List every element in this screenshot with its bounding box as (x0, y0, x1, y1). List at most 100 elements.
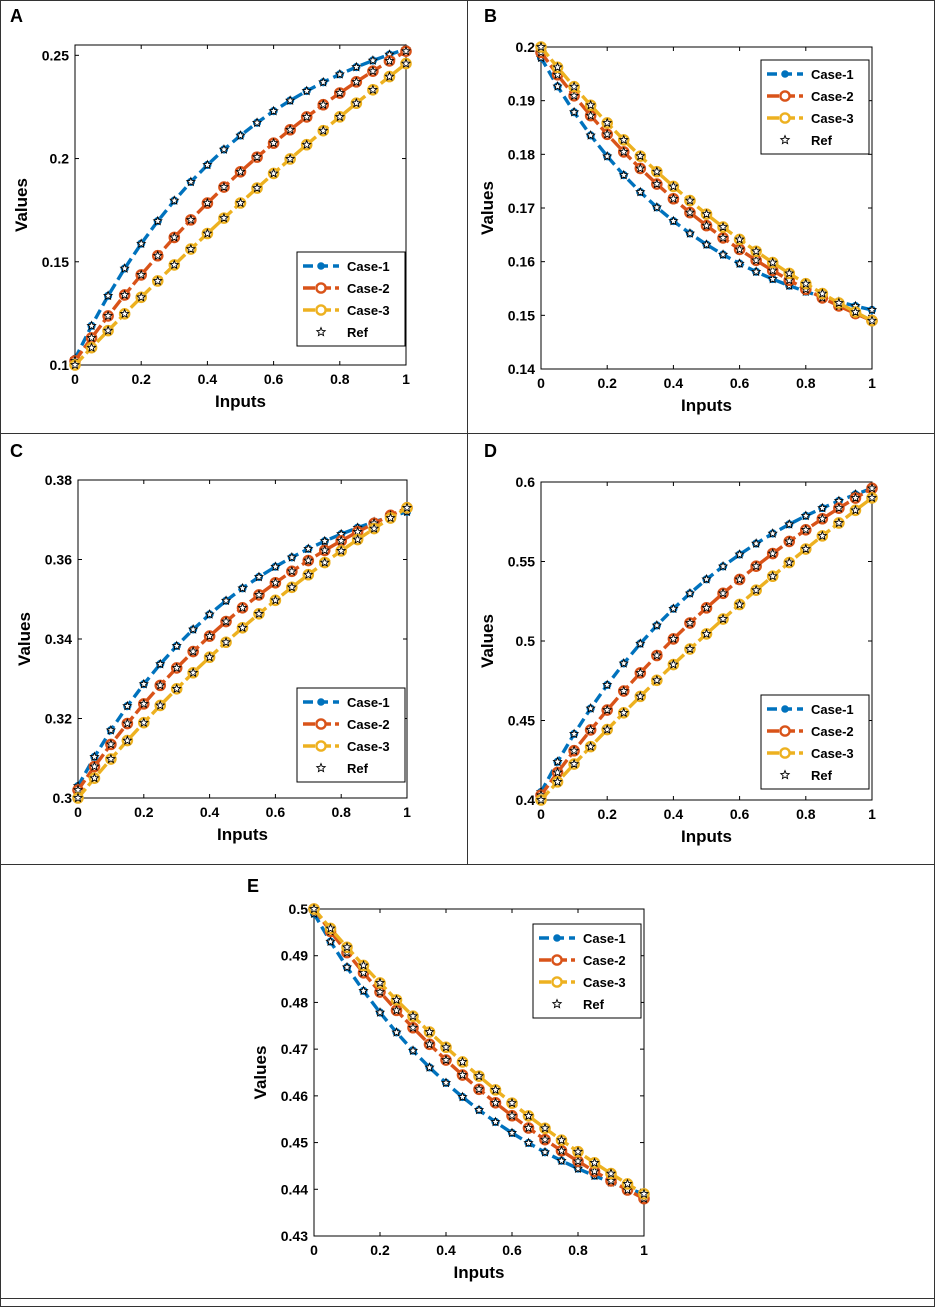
ref-point (751, 560, 762, 571)
ref-point (325, 923, 336, 933)
ref-point (605, 1175, 617, 1186)
ref-point (303, 543, 314, 554)
ref-point (424, 1026, 435, 1037)
ref-point (539, 1122, 551, 1133)
series-case-3 (535, 41, 878, 327)
ref-point (833, 502, 845, 513)
x-tick-label: 0 (310, 1242, 318, 1258)
ref-point (751, 584, 762, 595)
ref-point (784, 518, 795, 529)
legend-label: Case-3 (811, 111, 854, 126)
ref-point (552, 756, 563, 767)
legend-label: Case-1 (347, 259, 390, 274)
series-case-3 (72, 502, 413, 804)
ref-point (767, 570, 778, 581)
y-tick-label: 0.48 (281, 994, 308, 1010)
ref-point (202, 228, 213, 238)
legend-label: Ref (583, 997, 605, 1012)
ref-point (136, 238, 147, 249)
ref-point (734, 599, 745, 609)
ref-point (336, 535, 347, 546)
legend-swatch-marker (317, 698, 325, 706)
x-tick-label: 0.8 (331, 804, 351, 820)
y-tick-label: 0.43 (281, 1228, 308, 1244)
ref-point (602, 724, 613, 734)
x-tick-label: 0 (74, 804, 82, 820)
legend-swatch-marker (779, 134, 791, 145)
ref-point (552, 81, 563, 91)
ref-point (285, 124, 296, 135)
ref-point (589, 1157, 600, 1168)
y-axis-label: Values (478, 181, 497, 235)
y-tick-label: 0.34 (45, 631, 72, 647)
y-tick-label: 0.45 (508, 713, 535, 729)
ref-point (86, 320, 97, 331)
legend-label: Case-3 (811, 746, 854, 761)
legend-swatch-marker (315, 326, 327, 337)
ref-point (490, 1084, 501, 1095)
ref-point (767, 265, 778, 275)
series-case-3 (69, 57, 412, 371)
ref-point (218, 181, 230, 192)
legend-swatch-marker (779, 112, 791, 124)
x-tick-label: 1 (640, 1242, 648, 1258)
ref-point (539, 1134, 551, 1145)
ref-point (155, 700, 166, 710)
x-tick-label: 0.2 (597, 375, 617, 391)
ref-point (717, 249, 729, 259)
ref-point (285, 95, 296, 105)
ref-point (602, 704, 613, 715)
legend-label: Case-2 (811, 89, 854, 104)
panel-label-B: B (484, 6, 497, 26)
y-tick-label: 0.15 (508, 307, 535, 323)
y-axis-label: Values (15, 612, 34, 666)
ref-point (72, 784, 84, 795)
ref-point (539, 1146, 551, 1157)
ref-point (635, 186, 646, 197)
ref-point (358, 967, 369, 978)
ref-point (440, 1077, 452, 1088)
ref-point (351, 76, 362, 87)
ref-point (800, 543, 811, 554)
ref-point (556, 1145, 567, 1156)
y-tick-label: 0.5 (516, 633, 536, 649)
ref-point (136, 269, 147, 280)
legend-label: Case-2 (583, 953, 626, 968)
legend-swatch-marker (315, 762, 327, 773)
x-tick-label: 0.4 (664, 375, 684, 391)
ref-point (767, 257, 778, 267)
x-tick-label: 0.4 (664, 806, 684, 822)
legend-label: Case-2 (347, 281, 390, 296)
x-tick-label: 0.6 (730, 806, 750, 822)
ref-point (751, 245, 762, 256)
ref-point (572, 1163, 584, 1173)
ref-point (188, 646, 199, 656)
legend-box (296, 251, 406, 347)
ref-point (833, 297, 845, 308)
ref-point (569, 745, 580, 756)
ref-point (701, 208, 712, 219)
ref-point (668, 633, 679, 644)
x-tick-label: 0.8 (330, 371, 350, 387)
ref-point (622, 1178, 633, 1189)
ref-point (602, 150, 613, 161)
ref-point (122, 735, 133, 745)
ref-point (651, 178, 662, 189)
chart-E: 0 0.2 0.4 0.6 0.8 1 0.43 0.44 0.45 0.46 0.47 0.48 0.… (251, 901, 650, 1282)
y-tick-label: 0.1 (50, 357, 70, 373)
ref-point (568, 758, 580, 769)
y-tick-label: 0.15 (42, 254, 69, 270)
ref-point (318, 76, 329, 87)
ref-point (701, 239, 712, 249)
ref-point (556, 1155, 567, 1166)
legend-swatch-marker (315, 740, 327, 752)
ref-point (568, 81, 580, 92)
ref-point (651, 650, 662, 660)
ref-point (351, 97, 362, 108)
ref-point (374, 986, 386, 997)
ref-point (589, 1165, 600, 1176)
legend-swatch-marker (551, 976, 563, 988)
y-tick-label: 0.17 (508, 200, 535, 216)
ref-point (374, 977, 386, 988)
ref-point (358, 985, 369, 996)
